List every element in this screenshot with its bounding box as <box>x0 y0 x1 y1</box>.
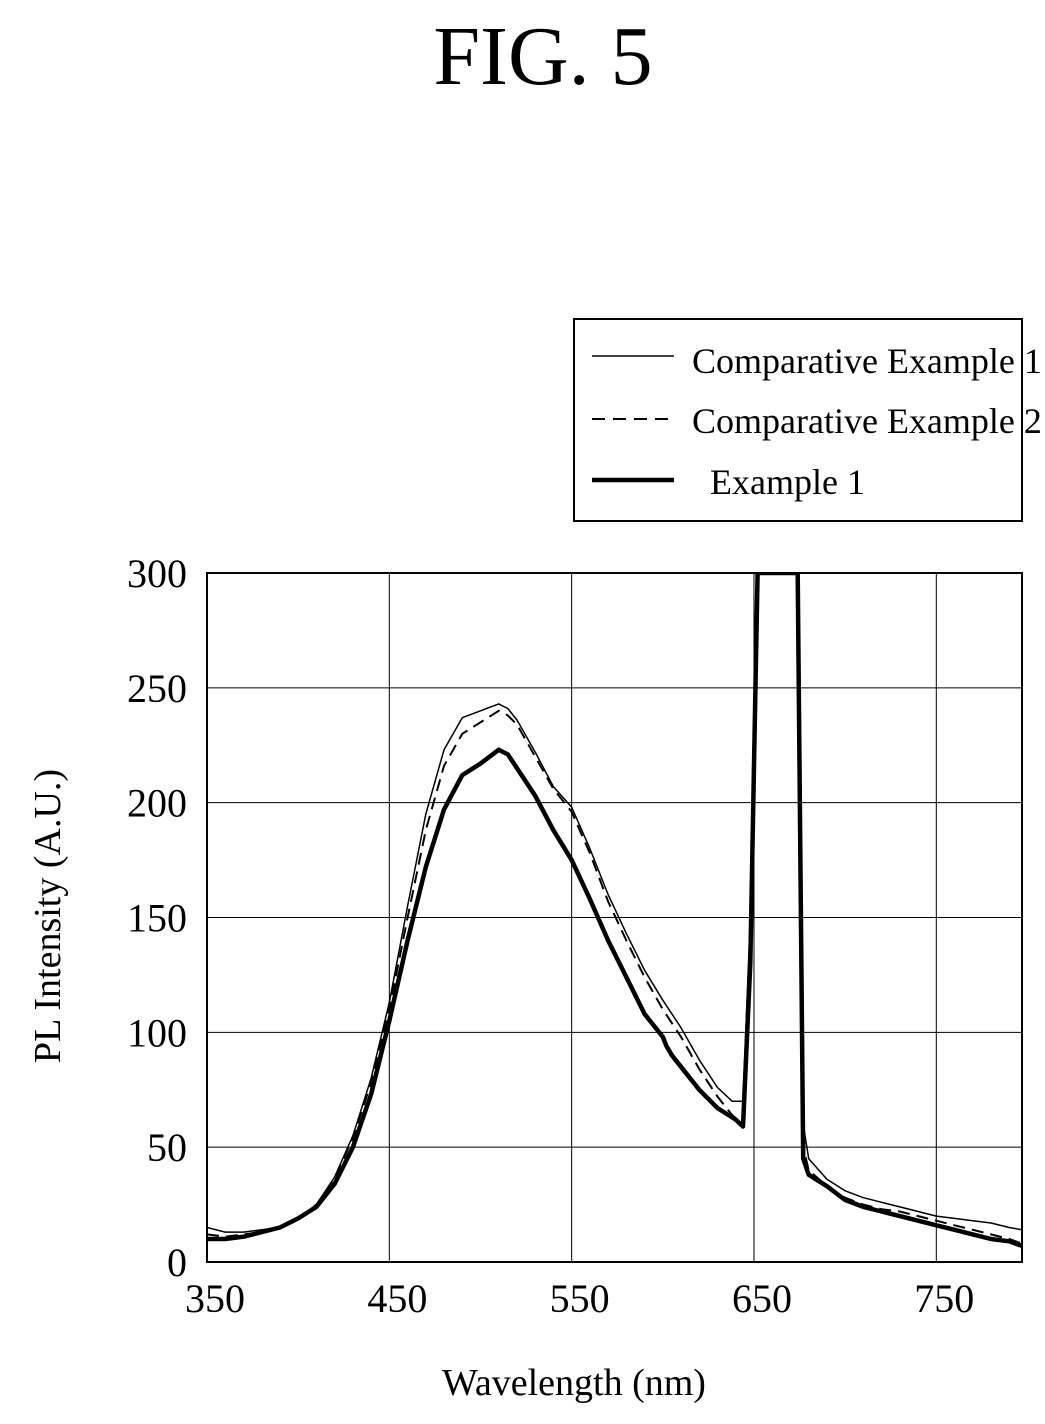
y-tick-label: 100 <box>127 1010 187 1055</box>
y-axis-label: PL Intensity (A.U.) <box>27 769 69 1063</box>
y-tick-label: 50 <box>147 1125 187 1170</box>
x-tick-labels: 350 450 550 650 750 <box>185 1276 974 1321</box>
x-tick-label: 650 <box>732 1276 792 1321</box>
legend-box <box>573 318 1023 522</box>
legend: Comparative Example 1 Comparative Exampl… <box>573 318 1042 522</box>
y-tick-label: 0 <box>167 1240 187 1285</box>
y-tick-label: 200 <box>127 781 187 826</box>
x-tick-label: 450 <box>367 1276 427 1321</box>
y-tick-label: 250 <box>127 666 187 711</box>
series-layer <box>207 573 1022 1249</box>
legend-label-comparative-2: Comparative Example 2 <box>692 401 1042 441</box>
legend-label-example-1: Example 1 <box>710 462 865 502</box>
figure-title: FIG. 5 <box>433 10 652 103</box>
grid <box>206 572 1022 1263</box>
x-tick-label: 350 <box>185 1276 245 1321</box>
y-tick-labels: 0 50 100 150 200 250 300 <box>127 551 187 1285</box>
series-line-example-1 <box>207 573 1022 1249</box>
x-tick-label: 750 <box>914 1276 974 1321</box>
x-axis-label: Wavelength (nm) <box>442 1362 706 1404</box>
series-line-comparative-example-1 <box>207 573 1022 1233</box>
plot-frame <box>206 572 1023 1263</box>
x-tick-label: 550 <box>550 1276 610 1321</box>
y-tick-label: 150 <box>127 896 187 941</box>
legend-label-comparative-1: Comparative Example 1 <box>692 341 1042 381</box>
y-tick-label: 300 <box>127 551 187 596</box>
